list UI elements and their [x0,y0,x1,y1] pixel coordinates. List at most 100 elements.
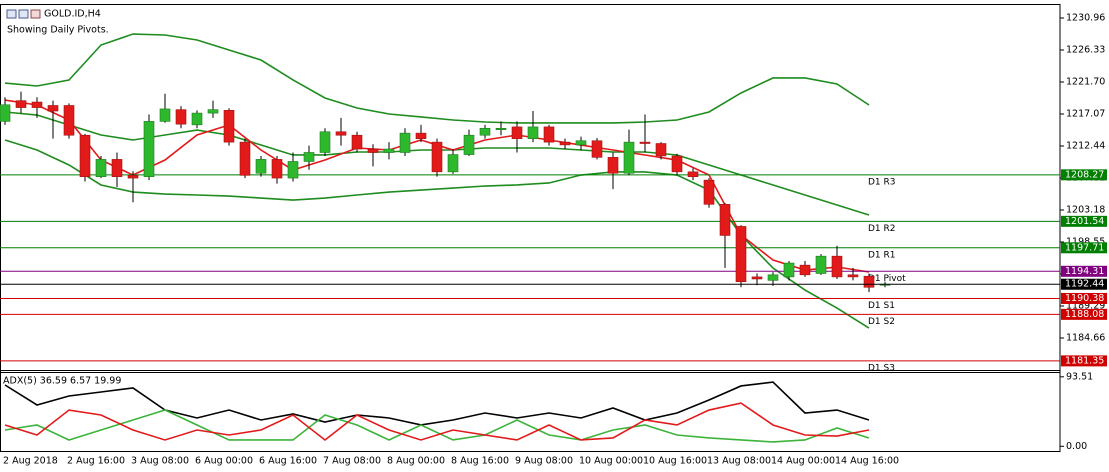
candle-body [207,109,219,114]
last-price-box [1061,278,1107,290]
chart-subtitle: Showing Daily Pivots. [7,25,109,36]
candle-body [431,141,443,173]
y-tick-label: 1230.96 [1066,12,1105,23]
pivot-value: 1197.71 [1065,242,1104,253]
candle-body [15,100,27,108]
candle-body [239,141,251,176]
pivot-value: 1190.38 [1065,293,1104,304]
symbol-icon [6,9,41,19]
candle-body [575,140,587,146]
candle-body [735,226,747,283]
pivot-label: D1 S2 [868,317,895,327]
x-tick-label: 7 Aug 08:00 [323,456,381,467]
y-tick-label: 1203.18 [1066,204,1105,215]
candle-body [447,154,459,173]
pivot-value: 1188.08 [1065,309,1104,320]
pivot-box [1061,215,1107,227]
y-tick-label: 93.51 [1066,371,1093,382]
y-tick-label: 1217.07 [1066,108,1105,119]
candle-body [287,161,299,179]
pivot-label: D1 Pivot [868,274,906,284]
candle-body [319,131,331,153]
candle-body [383,148,395,153]
candle-body [543,126,555,143]
candle-body [223,110,235,143]
x-tick-label: 14 Aug 16:00 [835,456,899,467]
candle-body [783,262,795,278]
candle-body [159,108,171,122]
candle-body [815,255,827,274]
y-tick-label: 0.00 [1066,441,1087,452]
y-tick-label: 1226.33 [1066,44,1105,55]
x-tick-label: 2 Aug 2018 [3,456,58,467]
candle-body [95,159,107,177]
x-tick-label: 10 Aug 00:00 [579,456,643,467]
pivot-label: D1 S3 [868,363,895,373]
candle-body [655,143,667,157]
candle-body [31,101,43,108]
candle-body [127,175,139,179]
candle-body [863,275,875,288]
candle-body [335,131,347,136]
last-price-value: 1192.44 [1065,279,1104,290]
candle-body [831,255,843,278]
candle-body [671,155,683,173]
candle-body [191,112,203,126]
indicator-line [4,33,870,124]
pivot-box [1061,265,1107,277]
pivot-label: D1 R1 [868,250,896,260]
candle-body [271,159,283,179]
x-tick-label: 2 Aug 16:00 [67,456,125,467]
pivot-label: D1 R3 [868,177,896,187]
candle-body [399,132,411,153]
x-tick-label: 10 Aug 16:00 [643,456,707,467]
candle-body [303,152,315,162]
x-tick-label: 3 Aug 08:00 [131,456,189,467]
candle-body [63,105,75,136]
y-tick-label: 1212.44 [1066,140,1105,151]
indicator-line [4,381,870,426]
y-tick-label: 1198.55 [1066,236,1105,247]
candle-body [255,159,267,174]
candle-body [495,128,507,130]
pivot-box [1061,242,1107,254]
pivot-box [1061,169,1107,181]
pivot-box [1061,292,1107,304]
candle-body [751,276,763,280]
indicator-line [4,409,870,443]
x-tick-label: 8 Aug 16:00 [451,456,509,467]
candle-body [351,134,363,150]
pivot-value: 1201.54 [1065,216,1104,227]
candle-body [79,134,91,177]
candle-body [559,141,571,146]
pivot-label: D1 S1 [868,301,895,311]
candle-body [463,134,475,155]
candle-body [623,141,635,174]
candle-body [799,264,811,276]
chart-title: GOLD.ID,H4 [44,9,101,20]
pivot-box [1061,355,1107,367]
candle-body [111,159,123,177]
candle-body [143,121,155,177]
chart-frame [0,4,1061,452]
x-tick-label: 6 Aug 00:00 [195,456,253,467]
y-tick-label: 1221.70 [1066,76,1105,87]
candle-body [687,171,699,177]
candle-body [639,141,651,144]
candle-body [367,148,379,153]
candle-body [511,126,523,139]
candle-body [479,128,491,136]
candle-body [767,274,779,281]
candle-body [415,132,427,139]
candle-body [175,109,187,125]
x-tick-label: 13 Aug 08:00 [707,456,771,467]
candle-body [847,274,859,278]
candle-body [527,126,539,139]
pivot-label: D1 R2 [868,224,896,234]
y-tick-label: 1184.66 [1066,332,1105,343]
x-tick-label: 14 Aug 00:00 [771,456,835,467]
x-tick-label: 8 Aug 00:00 [387,456,445,467]
x-tick-label: 9 Aug 08:00 [515,456,573,467]
